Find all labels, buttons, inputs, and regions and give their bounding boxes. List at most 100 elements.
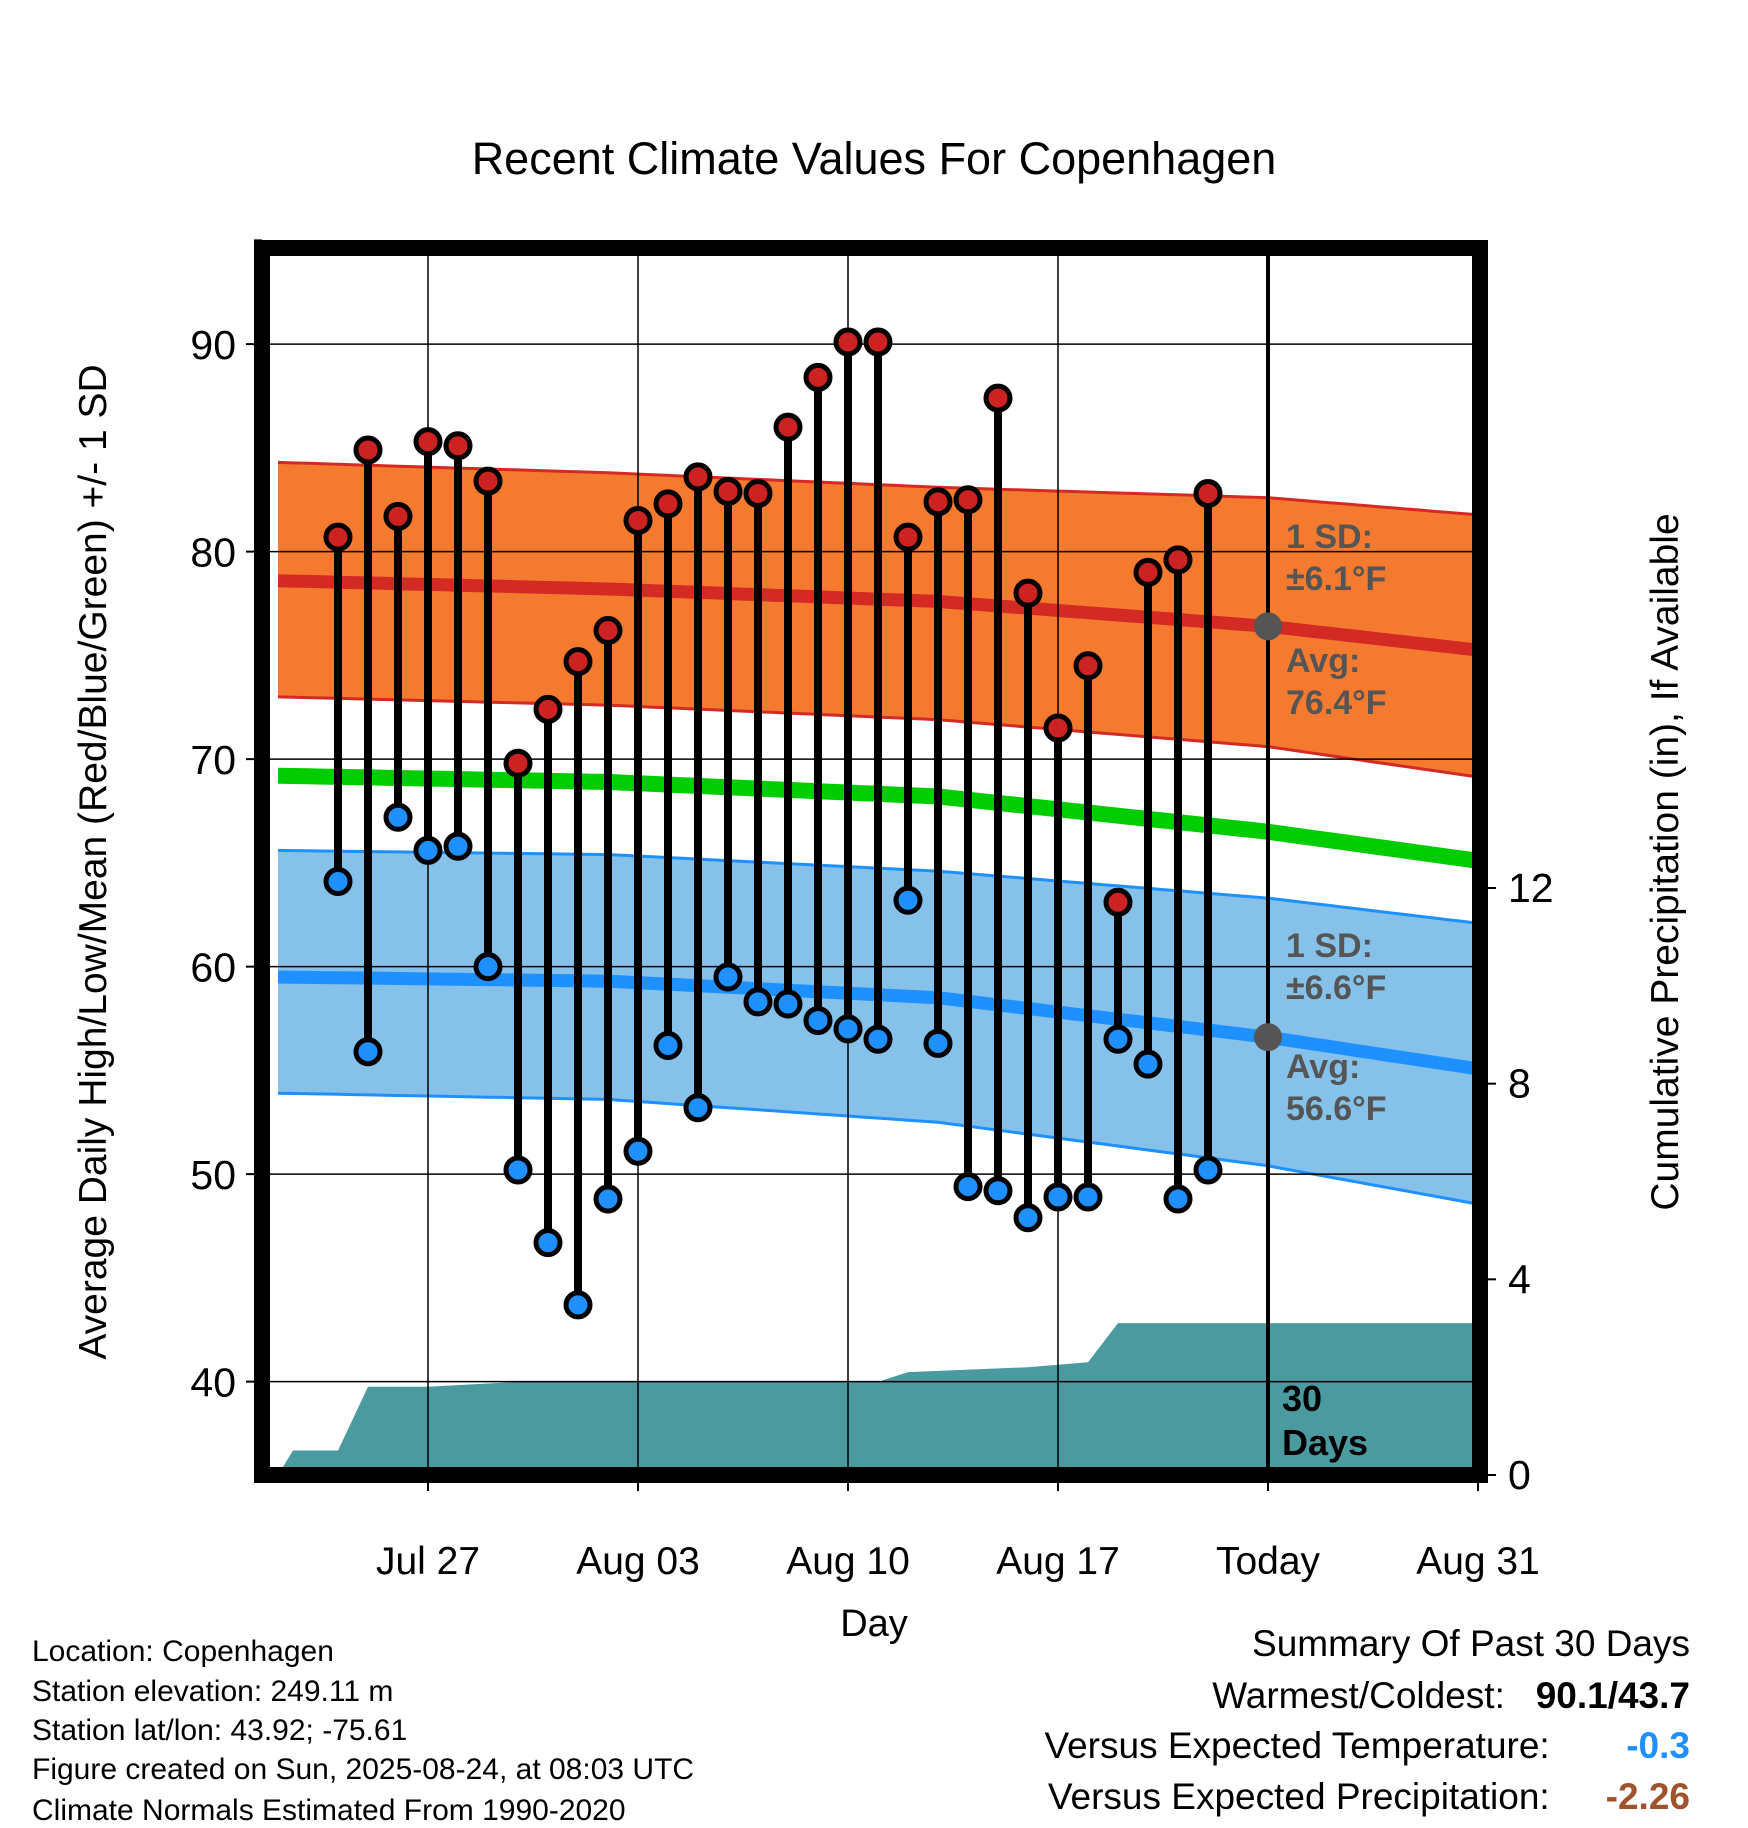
y-tick-label: 80 <box>190 530 236 576</box>
y-axis-label: Average Daily High/Low/Mean (Red/Blue/Gr… <box>72 364 115 1359</box>
high-point <box>1163 545 1193 575</box>
created-text: Figure created on Sun, 2025-08-24, at 08… <box>32 1753 695 1786</box>
location-text: Location: Copenhagen <box>32 1635 334 1668</box>
high-point <box>413 427 443 457</box>
low-point <box>743 987 773 1017</box>
low-avg-title: Avg: <box>1286 1048 1360 1086</box>
high-point <box>923 487 953 517</box>
high-point <box>833 327 863 357</box>
low-avg-value: 56.6°F <box>1286 1090 1387 1128</box>
chart-title: Recent Climate Values For Copenhagen <box>472 133 1277 184</box>
today-high-avg-marker <box>1254 612 1282 641</box>
warmest-label: Warmest/Coldest: <box>1212 1675 1505 1716</box>
high-point <box>443 431 473 461</box>
low-point <box>623 1136 653 1166</box>
summary-title: Summary Of Past 30 Days <box>1252 1623 1690 1664</box>
high-point <box>743 479 773 509</box>
station-info: Location: Copenhagen <box>32 1637 334 1667</box>
high-point <box>1133 557 1163 587</box>
low-point <box>1103 1024 1133 1054</box>
x-tick-label: Jul 27 <box>376 1540 480 1583</box>
high-point <box>473 466 503 496</box>
low-band-lower-edge <box>277 1091 1480 1206</box>
low-sd-value: ±6.6°F <box>1286 969 1386 1007</box>
y-tick-label: 90 <box>190 322 236 368</box>
precip-label: Versus Expected Precipitation: <box>1047 1776 1550 1817</box>
summary-temp-row: Versus Expected Temperature: -0.3 <box>1044 1727 1690 1764</box>
low-point <box>533 1228 563 1258</box>
summary-precip-row: Versus Expected Precipitation: -2.26 <box>1048 1778 1690 1815</box>
x-tick-label: Aug 10 <box>786 1540 910 1583</box>
y-tick-label: 40 <box>190 1360 236 1406</box>
precip-value: -2.26 <box>1605 1776 1690 1817</box>
x-axis-label: Day <box>840 1603 908 1645</box>
y2-tick-label: 8 <box>1508 1061 1531 1107</box>
high-point <box>593 615 623 645</box>
high-point <box>563 647 593 677</box>
low-point <box>413 835 443 865</box>
low-point <box>443 831 473 861</box>
normals-text: Climate Normals Estimated From 1990-2020 <box>32 1794 626 1827</box>
x-tick-label: Today <box>1216 1540 1321 1583</box>
low-point <box>473 952 503 982</box>
low-point <box>1163 1184 1193 1214</box>
high-avg-value: 76.4°F <box>1286 684 1387 722</box>
y2-axis-label: Cumulative Precipitation (in), If Availa… <box>1644 513 1687 1210</box>
high-sd-value: ±6.1°F <box>1286 560 1386 598</box>
x-tick-label: Aug 03 <box>576 1540 700 1583</box>
low-point <box>1193 1155 1223 1185</box>
low-point <box>803 1006 833 1036</box>
temp-value: -0.3 <box>1626 1725 1690 1766</box>
latlon-text: Station lat/lon: 43.92; -75.61 <box>32 1714 408 1747</box>
high-point <box>353 435 383 465</box>
precip-area <box>278 1323 1480 1475</box>
high-point <box>1013 578 1043 608</box>
high-point <box>1103 887 1133 917</box>
low-point <box>323 867 353 897</box>
high-point <box>863 327 893 357</box>
low-point <box>683 1093 713 1123</box>
high-point <box>953 485 983 515</box>
high-point <box>623 506 653 535</box>
high-point <box>1043 713 1073 743</box>
high-point <box>653 489 683 519</box>
low-sd-title: 1 SD: <box>1286 927 1373 965</box>
low-point <box>863 1024 893 1054</box>
x-tick-label: Aug 31 <box>1416 1540 1540 1583</box>
period-number: 30 <box>1282 1378 1322 1419</box>
high-point <box>683 462 713 492</box>
warmest-value: 90.1/43.7 <box>1535 1675 1690 1716</box>
y-tick-label: 50 <box>190 1152 236 1198</box>
high-point <box>803 362 833 392</box>
low-point <box>503 1155 533 1185</box>
low-point <box>1043 1182 1073 1212</box>
high-band-upper-edge <box>277 460 1480 517</box>
low-point <box>593 1184 623 1214</box>
y2-tick-label: 4 <box>1508 1256 1531 1302</box>
high-point <box>773 412 803 442</box>
low-point <box>713 962 743 992</box>
temp-label: Versus Expected Temperature: <box>1044 1725 1550 1766</box>
high-sd-title: 1 SD: <box>1286 518 1373 556</box>
period-unit: Days <box>1282 1422 1368 1463</box>
high-point <box>1193 479 1223 509</box>
y2-tick-label: 12 <box>1508 865 1554 911</box>
low-point <box>563 1290 593 1320</box>
high-avg-title: Avg: <box>1286 642 1360 680</box>
low-point <box>953 1172 983 1202</box>
y-tick-label: 60 <box>190 945 236 991</box>
high-point <box>983 383 1013 413</box>
high-point <box>323 522 353 552</box>
high-point <box>1073 651 1103 681</box>
high-point <box>893 522 923 552</box>
x-tick-label: Aug 17 <box>996 1540 1120 1583</box>
y-tick-label: 70 <box>190 737 236 783</box>
low-point <box>983 1176 1013 1206</box>
summary-warmest-row: Warmest/Coldest: 90.1/43.7 <box>1212 1677 1690 1714</box>
low-point <box>653 1030 683 1060</box>
low-point <box>1073 1182 1103 1212</box>
elevation-text: Station elevation: 249.11 m <box>32 1675 394 1708</box>
low-point <box>893 885 923 915</box>
plot-area: 1 SD: ±6.1°F Avg: 76.4°F 1 SD: ±6.6°F Avg: 56.6… <box>262 248 1480 1475</box>
